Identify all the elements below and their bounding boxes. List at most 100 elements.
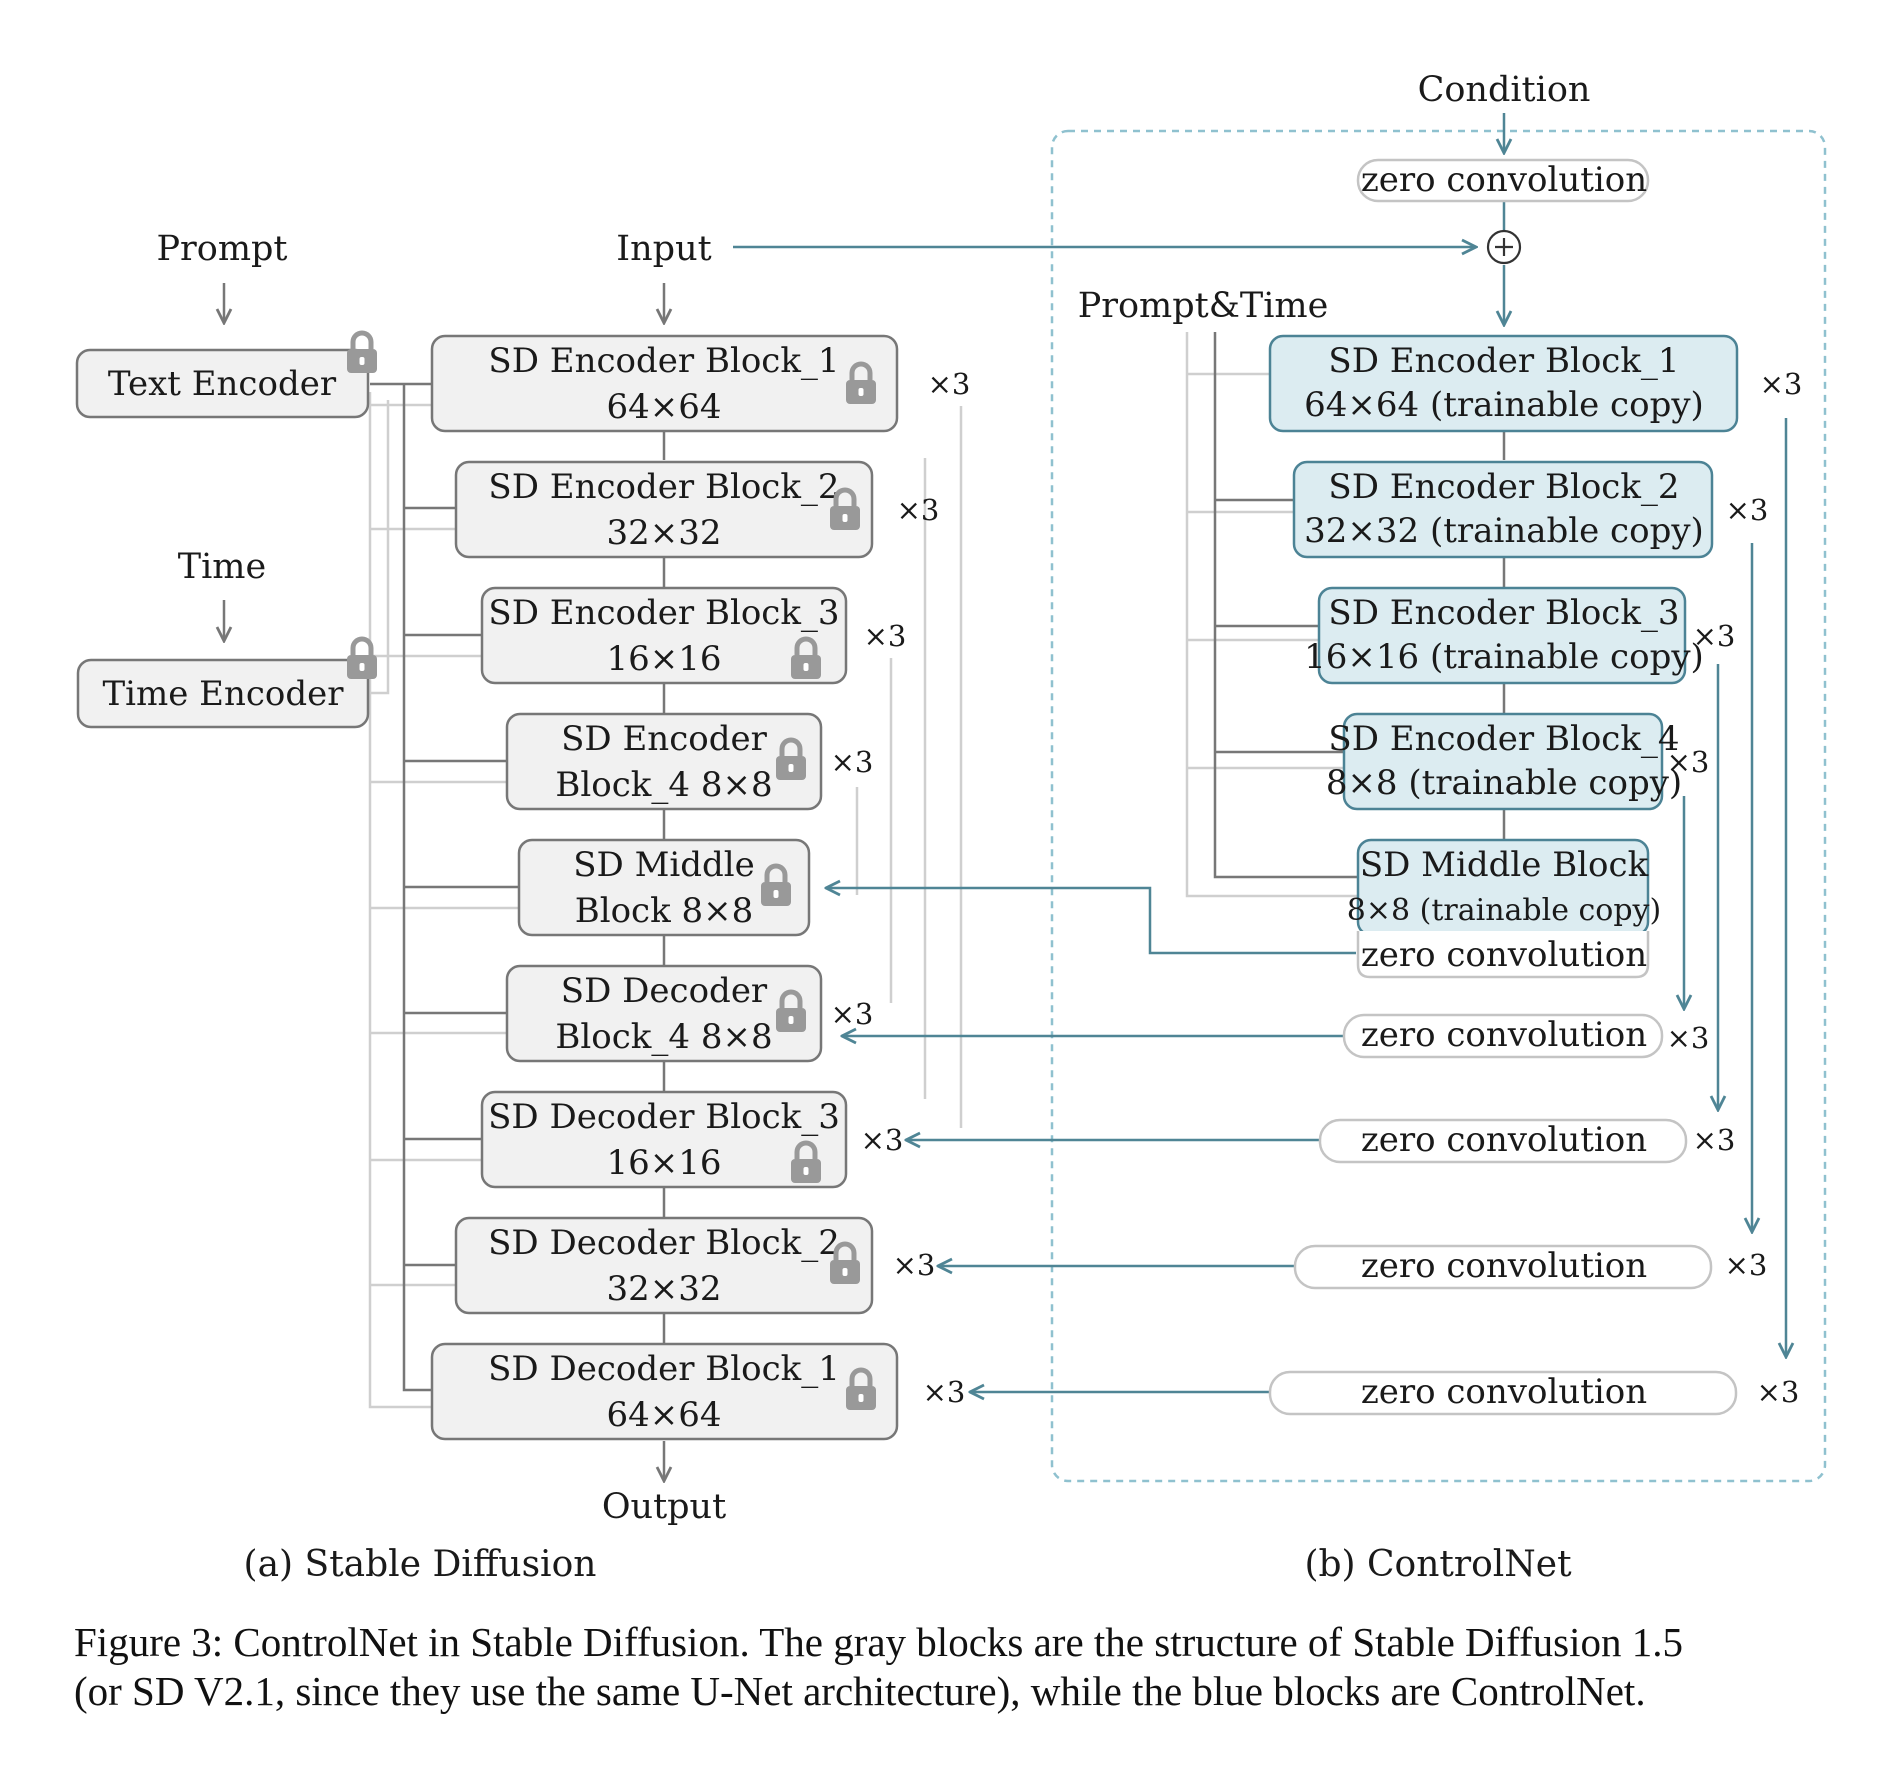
sd-block-size: 64×64 — [606, 387, 721, 427]
controlnet-block: SD Encoder Block_232×32 (trainable copy) — [1292, 460, 1714, 559]
subtitle-b: (b) ControlNet — [1304, 1544, 1572, 1585]
lock-icon — [830, 487, 860, 530]
lock-icon — [776, 737, 806, 780]
zero-convolution: zero convolution — [1356, 158, 1650, 203]
controlnet-blocks: SD Encoder Block_164×64 (trainable copy)… — [1268, 334, 1739, 937]
subtitle-a: (a) Stable Diffusion — [244, 1544, 597, 1585]
lock-icon — [761, 863, 791, 906]
condition-label: Condition — [1418, 70, 1591, 110]
lock-icon — [776, 989, 806, 1032]
time-label: Time — [178, 547, 266, 587]
input-label: Input — [616, 229, 711, 269]
sd-block-size: Block 8×8 — [575, 891, 754, 931]
sd-block-size: Block_4 8×8 — [555, 765, 772, 805]
sd-block-size: Block_4 8×8 — [555, 1017, 772, 1057]
sd-block: SD Encoder Block_4 8×8 — [505, 712, 823, 811]
repeat-label: ×3 — [893, 1248, 936, 1282]
sd-dark-bus — [370, 332, 1506, 1392]
sd-light-bus — [368, 332, 1360, 1409]
repeat-label: ×3 — [831, 745, 874, 779]
sd-block-title: SD Decoder — [561, 971, 768, 1011]
prompt-label: Prompt — [156, 229, 287, 269]
controlnet-block: SD Middle Block 8×8 (trainable copy) — [1347, 838, 1661, 937]
zero-convolution-label: zero convolution — [1361, 1372, 1647, 1412]
lock-icon — [347, 636, 377, 679]
sd-block-size: 32×32 — [606, 1269, 721, 1309]
repeat-label: ×3 — [864, 619, 907, 653]
controlnet-block-title: SD Encoder Block_3 — [1328, 593, 1679, 633]
zero-convolution-label: zero convolution — [1361, 1120, 1647, 1160]
teal-arrows — [733, 113, 1786, 1392]
controlnet-block: SD Encoder Block_48×8 (trainable copy) — [1326, 712, 1682, 811]
text-encoder: Text Encoder — [75, 330, 377, 419]
repeat-labels: ×3 ×3 ×3 ×3 ×3 ×3 ×3 ×3 ×3 ×3 ×3 ×3 ×3 ×3 ×3 ×3 — [831, 367, 1803, 1409]
caption-line-2: (or SD V2.1, since they use the same U-N… — [74, 1668, 1646, 1714]
sum-node — [1486, 229, 1522, 265]
sd-block-title: SD Encoder — [561, 719, 767, 759]
sd-block: SD Encoder Block_2 32×32 — [454, 460, 874, 559]
zero-convolutions: zero convolution zero convolution zero con… — [1268, 158, 1738, 1416]
repeat-label: ×3 — [1757, 1375, 1800, 1409]
repeat-label: ×3 — [861, 1123, 904, 1157]
gray-arrows — [224, 283, 664, 1481]
repeat-label: ×3 — [923, 1375, 966, 1409]
controlnet-block-title: SD Encoder Block_4 — [1328, 719, 1679, 759]
zero-convolution-label: zero convolution — [1361, 160, 1647, 200]
zero-convolution: zero convolution — [1356, 931, 1650, 979]
repeat-label: ×3 — [1667, 1021, 1710, 1055]
prompt-time-label: Prompt&Time — [1078, 286, 1329, 326]
zero-convolution: zero convolution — [1293, 1244, 1713, 1290]
lock-icon — [846, 361, 876, 404]
zero-convolution-label: zero convolution — [1361, 1246, 1647, 1286]
zero-convolution: zero convolution — [1342, 1013, 1664, 1059]
time-encoder-label: Time Encoder — [102, 674, 344, 714]
caption-line-1: Figure 3: ControlNet in Stable Diffusion… — [74, 1619, 1683, 1665]
lock-icon — [830, 1241, 860, 1284]
sd-block: SD Decoder Block_1 64×64 — [430, 1342, 899, 1441]
zero-convolution-label: zero convolution — [1361, 935, 1647, 975]
sd-block: SD Middle Block 8×8 — [517, 838, 811, 937]
controlnet-block: SD Encoder Block_164×64 (trainable copy) — [1268, 334, 1739, 433]
controlnet-diagram: Text Encoder Time Encoder SD Encoder Blo… — [75, 70, 1827, 1585]
zero-convolution: zero convolution — [1318, 1118, 1688, 1164]
repeat-label: ×3 — [1726, 493, 1769, 527]
controlnet-region — [1050, 129, 1827, 1483]
controlnet-block-size: 8×8 (trainable copy) — [1347, 893, 1661, 928]
output-label: Output — [602, 1487, 726, 1527]
repeat-label: ×3 — [928, 367, 971, 401]
sd-block: SD Encoder Block_3 16×16 — [480, 586, 848, 685]
lock-icon — [791, 636, 821, 679]
figure-caption: Figure 3: ControlNet in Stable Diffusion… — [74, 1618, 1834, 1716]
sd-block: SD Decoder Block_4 8×8 — [505, 964, 823, 1063]
sd-block-title: SD Encoder Block_1 — [488, 341, 839, 381]
controlnet-block-size: 32×32 (trainable copy) — [1304, 511, 1704, 551]
sd-block-title: SD Decoder Block_1 — [488, 1349, 840, 1389]
sd-block: SD Encoder Block_1 64×64 — [430, 334, 899, 433]
controlnet-block: SD Encoder Block_316×16 (trainable copy) — [1304, 586, 1704, 685]
controlnet-block-title: SD Encoder Block_1 — [1328, 341, 1679, 381]
lock-icon — [846, 1367, 876, 1410]
repeat-label: ×3 — [1725, 1248, 1768, 1282]
sd-block-size: 16×16 — [606, 639, 721, 679]
lock-icon — [347, 330, 377, 373]
repeat-label: ×3 — [897, 493, 940, 527]
controlnet-block-title: SD Encoder Block_2 — [1328, 467, 1679, 507]
sd-block-title: SD Decoder Block_2 — [488, 1223, 840, 1263]
zero-convolution-label: zero convolution — [1361, 1015, 1647, 1055]
repeat-label: ×3 — [831, 997, 874, 1031]
controlnet-block-size: 16×16 (trainable copy) — [1304, 637, 1704, 677]
sd-block: SD Decoder Block_2 32×32 — [454, 1216, 874, 1315]
sd-block-size: 64×64 — [606, 1395, 721, 1435]
controlnet-block-size: 64×64 (trainable copy) — [1304, 385, 1704, 425]
sd-block-title: SD Middle — [573, 845, 755, 885]
time-encoder: Time Encoder — [76, 636, 377, 729]
repeat-label: ×3 — [1693, 1123, 1736, 1157]
sd-block-title: SD Encoder Block_2 — [488, 467, 839, 507]
repeat-label: ×3 — [1667, 745, 1710, 779]
sd-block: SD Decoder Block_3 16×16 — [480, 1090, 848, 1189]
sd-block-size: 16×16 — [606, 1143, 721, 1183]
repeat-label: ×3 — [1760, 367, 1803, 401]
controlnet-block-size: 8×8 (trainable copy) — [1326, 763, 1682, 803]
lock-icon — [791, 1140, 821, 1183]
